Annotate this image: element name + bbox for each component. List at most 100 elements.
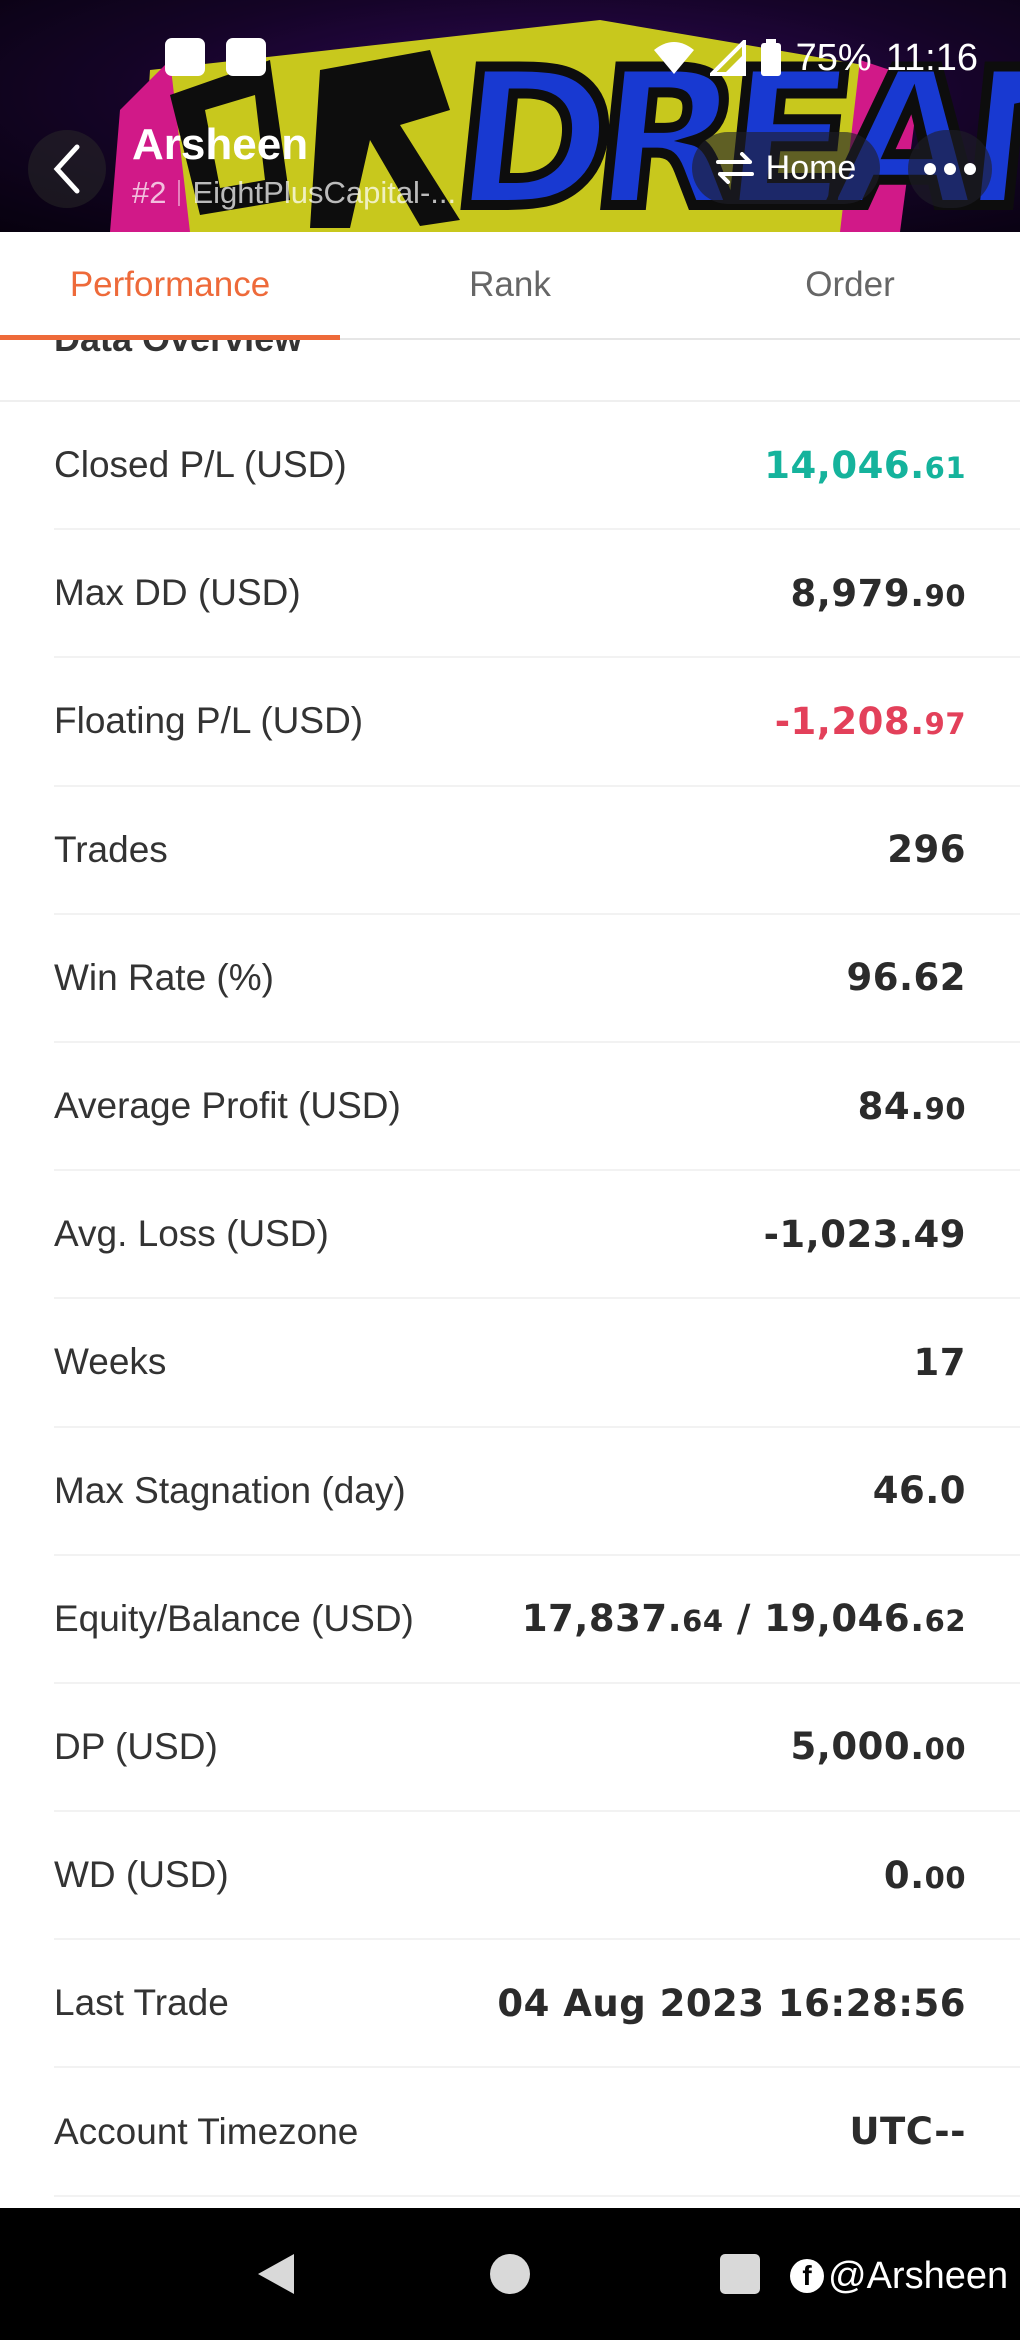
- stat-value: 14,046.61: [764, 444, 966, 487]
- stat-value: 96.62: [846, 956, 966, 999]
- notification-icon-2: [226, 38, 266, 76]
- nav-back-icon[interactable]: [256, 2252, 296, 2296]
- wifi-icon: [653, 42, 694, 74]
- signal-icon: [709, 40, 746, 76]
- stat-value: 5,000.00: [791, 1725, 966, 1768]
- stat-value: 8,979.90: [791, 572, 966, 615]
- stat-row: Last Trade 04 Aug 2023 16:28:56: [54, 1940, 1020, 2069]
- stat-label: Closed P/L (USD): [54, 444, 347, 486]
- page-title: Arsheen: [132, 120, 309, 169]
- tab-rank[interactable]: Rank: [469, 265, 551, 304]
- stat-value-decimals: 64: [682, 1604, 724, 1639]
- stat-label: Average Profit (USD): [54, 1085, 401, 1127]
- notification-icon: [165, 38, 205, 76]
- stat-label: Weeks: [54, 1341, 167, 1383]
- section-title: Data Overview: [54, 340, 302, 360]
- system-navigation-bar: f @Arsheen: [0, 2208, 1020, 2340]
- stat-label: Last Trade: [54, 1982, 229, 2024]
- stat-value: 17,837.64 / 19,046.62: [522, 1597, 966, 1640]
- account-subtitle: #2 EightPlusCapital-...: [132, 172, 456, 214]
- stat-value: 17: [914, 1341, 967, 1384]
- tab-performance[interactable]: Performance: [0, 232, 340, 340]
- more-dot-icon: [964, 163, 976, 175]
- stat-value-main: 96.62: [846, 956, 966, 1000]
- stat-label: Equity/Balance (USD): [54, 1597, 414, 1639]
- stat-value-main: UTC--: [849, 2110, 966, 2154]
- more-dot-icon: [944, 163, 956, 175]
- facebook-icon: f: [790, 2259, 824, 2293]
- stat-value-decimals: 00: [924, 1860, 966, 1895]
- rank-label: #2: [132, 175, 167, 210]
- stat-label: Account Timezone: [54, 2110, 359, 2152]
- stat-row: Win Rate (%) 96.62: [54, 915, 1020, 1043]
- stat-row: Max Stagnation (day) 46.0: [54, 1428, 1020, 1556]
- stat-value: -1,023.49: [764, 1213, 966, 1256]
- chevron-left-icon: [53, 144, 80, 194]
- header-banner: DREAM 75% 11:16 Arsheen: [0, 0, 1020, 232]
- home-button-label: Home: [765, 148, 857, 187]
- stat-label: Trades: [54, 828, 168, 870]
- stat-value: 84.90: [858, 1085, 966, 1128]
- stat-row: Account Timezone UTC--: [54, 2068, 1020, 2197]
- stat-value-main: 0.: [883, 1853, 925, 1897]
- clock: 11:16: [885, 36, 978, 79]
- back-button[interactable]: [28, 130, 106, 208]
- stat-row: DP (USD) 5,000.00: [54, 1684, 1020, 1813]
- stat-value: 296: [887, 828, 966, 871]
- stat-label: Max Stagnation (day): [54, 1469, 406, 1511]
- more-options-button[interactable]: [908, 130, 992, 208]
- tab-bar: Performance Rank Order: [0, 232, 1020, 340]
- battery-icon: [760, 39, 781, 76]
- stat-value-main: 04 Aug 2023 16:28:56: [497, 1981, 966, 2025]
- stat-label: Avg. Loss (USD): [54, 1213, 329, 1255]
- stat-row: WD (USD) 0.00: [54, 1812, 1020, 1941]
- stat-value: 46.0: [873, 1469, 966, 1512]
- stat-value-main: 8,979.: [790, 571, 925, 615]
- account-name: EightPlusCapital-...: [192, 175, 457, 210]
- stat-value-main: -1,208.: [774, 699, 925, 743]
- stat-row: Trades 296: [54, 787, 1020, 915]
- stat-row: Avg. Loss (USD) -1,023.49: [54, 1171, 1020, 1300]
- battery-percent: 75%: [795, 36, 872, 79]
- nav-recents-icon[interactable]: [720, 2254, 760, 2294]
- stat-value-main: 5,000.: [790, 1725, 925, 1769]
- stat-value-main: 17,837.: [521, 1597, 683, 1641]
- stat-row: Max DD (USD) 8,979.90: [54, 530, 1020, 659]
- switch-arrows-icon: [715, 152, 754, 184]
- stat-label: Win Rate (%): [54, 956, 274, 998]
- stat-value-main: 17: [913, 1340, 966, 1384]
- stat-label: WD (USD): [54, 1854, 229, 1896]
- stat-value-decimals: 90: [924, 578, 966, 613]
- stat-value-decimals: 62: [924, 1604, 966, 1639]
- stat-value-main: 296: [887, 828, 966, 872]
- stat-row: Weeks 17: [54, 1299, 1020, 1428]
- stat-value: 0.00: [884, 1854, 966, 1897]
- status-bar: 75% 11:16: [0, 0, 1020, 118]
- tab-order[interactable]: Order: [805, 265, 895, 304]
- stat-value: UTC--: [850, 2110, 967, 2153]
- status-right: 75% 11:16: [652, 32, 978, 84]
- stat-value-main: -1,023.49: [763, 1212, 966, 1256]
- watermark: f @Arsheen: [790, 2248, 1008, 2304]
- data-overview-list: Closed P/L (USD) 14,046.61 Max DD (USD) 8,9…: [0, 402, 1020, 2197]
- stat-value-decimals: 00: [924, 1732, 966, 1767]
- stat-row: Closed P/L (USD) 14,046.61: [54, 402, 1020, 531]
- stat-value: 04 Aug 2023 16:28:56: [497, 1982, 966, 2025]
- title-block: Arsheen #2 EightPlusCapital-...: [132, 118, 456, 214]
- stat-value-decimals: 97: [924, 706, 966, 741]
- stat-value-main: 46.0: [872, 1469, 966, 1513]
- subtitle-divider: [178, 180, 181, 206]
- performance-content[interactable]: Data Overview Closed P/L (USD) 14,046.61 M…: [0, 340, 1020, 2208]
- more-dot-icon: [924, 163, 936, 175]
- stat-value-main: 14,046.: [764, 443, 925, 487]
- stat-value-decimals: 90: [924, 1091, 966, 1126]
- watermark-handle: @Arsheen: [828, 2254, 1009, 2297]
- stat-value-main: / 19,046.: [723, 1597, 925, 1641]
- stat-row: Average Profit (USD) 84.90: [54, 1043, 1020, 1172]
- stat-value-main: 84.: [857, 1084, 925, 1128]
- nav-home-icon[interactable]: [490, 2254, 530, 2294]
- stat-row: Equity/Balance (USD) 17,837.64 / 19,046.6…: [54, 1556, 1020, 1684]
- home-button[interactable]: Home: [692, 132, 880, 204]
- stat-value-decimals: 61: [924, 450, 966, 485]
- stat-label: DP (USD): [54, 1725, 218, 1767]
